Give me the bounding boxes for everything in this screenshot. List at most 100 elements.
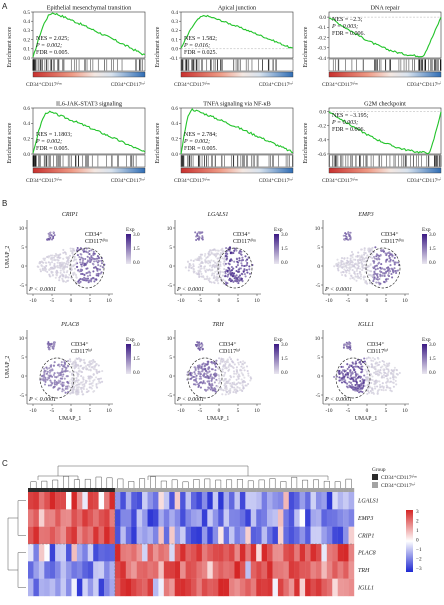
umap-cell xyxy=(244,255,247,258)
umap-cell xyxy=(66,381,69,384)
umap-cell xyxy=(366,373,369,376)
umap-cell xyxy=(357,265,360,268)
umap-cell xyxy=(369,357,372,360)
umap-cell xyxy=(353,270,356,273)
umap-cell xyxy=(393,366,396,369)
umap-cell xyxy=(195,374,198,377)
umap-cell xyxy=(245,365,249,368)
umap-cell xyxy=(59,256,62,259)
group-annotation-cell xyxy=(125,488,132,492)
umap-cell xyxy=(338,379,341,382)
umap-cell xyxy=(190,267,193,270)
umap-cell xyxy=(66,369,69,373)
heatmap-cell xyxy=(326,544,333,562)
umap-cell xyxy=(347,346,350,348)
umap-cell xyxy=(344,379,347,382)
umap-cell xyxy=(343,375,346,378)
umap-cell xyxy=(389,264,392,267)
umap-cell xyxy=(200,377,203,380)
umap-cell xyxy=(200,272,203,275)
umap-cell xyxy=(365,357,368,360)
umap-cell xyxy=(389,253,392,256)
umap-cell xyxy=(51,238,53,241)
heatmap-cell xyxy=(44,578,50,597)
umap-cell xyxy=(241,389,244,393)
fdr-value: FDR = 0.005. xyxy=(36,146,70,152)
umap-cell xyxy=(233,260,236,263)
umap-cell xyxy=(238,279,241,282)
umap-cell xyxy=(345,261,348,264)
umap-cell xyxy=(227,273,230,276)
umap-cell xyxy=(236,358,239,361)
y-axis-label: Enrichment score xyxy=(7,26,13,67)
umap-cell xyxy=(63,377,66,380)
heatmap-cell xyxy=(277,492,284,510)
group-legend-label: CD34⁺CD117ᵈⁱᵐ xyxy=(381,474,417,481)
umap-cell xyxy=(359,390,362,393)
umap-cell xyxy=(350,383,354,386)
y-tick-label: 10 xyxy=(19,226,25,232)
umap-cell xyxy=(393,375,396,378)
umap-pvalue: P < 0.0001 xyxy=(324,397,352,403)
umap-cell xyxy=(192,259,195,262)
umap-cell xyxy=(365,370,368,373)
umap-cell xyxy=(196,366,199,369)
heatmap-cell xyxy=(305,509,311,527)
umap-gene-title: IGLL1 xyxy=(357,322,374,328)
umap-cell xyxy=(215,262,218,265)
umap-cell xyxy=(380,249,383,252)
cluster-outline xyxy=(39,357,75,399)
umap-cell xyxy=(346,257,349,260)
umap-cell xyxy=(74,359,77,362)
heatmap-cell xyxy=(191,544,197,562)
heatmap-cell xyxy=(33,509,40,527)
umap-cell xyxy=(204,252,207,256)
umap-cell xyxy=(73,367,76,370)
umap-cell xyxy=(58,365,61,368)
umap-cell xyxy=(388,256,391,260)
umap-cell xyxy=(333,375,336,378)
exp-scale-tick: 1.5 xyxy=(133,356,140,362)
panel-letter-b: B xyxy=(2,199,7,208)
umap-cell xyxy=(238,382,241,385)
umap-cell xyxy=(385,259,388,262)
heatmap-cell xyxy=(33,561,40,579)
umap-cell xyxy=(59,261,62,264)
umap-cell xyxy=(345,271,348,274)
umap-cell xyxy=(81,277,84,281)
umap-cell xyxy=(53,375,56,378)
heatmap-cell xyxy=(185,492,192,510)
heatmap-cell xyxy=(142,526,148,545)
exp-scale-tick: 3.0 xyxy=(429,342,436,348)
heatmap-cell xyxy=(147,544,154,562)
umap-cell xyxy=(44,261,47,264)
x-tick-label: 5 xyxy=(89,408,92,414)
heatmap-cell xyxy=(76,578,83,597)
umap-cell xyxy=(376,392,379,396)
heatmap-cell xyxy=(33,492,40,510)
heatmap-cell xyxy=(212,544,219,562)
umap-cell xyxy=(61,367,64,370)
umap-cell xyxy=(228,378,231,381)
heatmap-cell xyxy=(180,561,186,579)
umap-cell xyxy=(223,373,226,376)
heatmap-cell xyxy=(169,509,175,527)
umap-cell xyxy=(71,377,74,380)
heatmap-cell xyxy=(315,544,322,562)
heatmap-cell xyxy=(288,492,295,510)
umap-cell xyxy=(385,367,388,371)
enrichment-curve xyxy=(328,111,442,155)
umap-cell xyxy=(338,376,341,379)
heatmap-cell xyxy=(185,561,192,579)
heatmap-cell xyxy=(185,526,192,545)
umap-cell xyxy=(80,375,83,378)
heatmap-cell xyxy=(60,492,67,510)
umap-cell xyxy=(347,231,350,234)
umap-cell xyxy=(88,383,91,386)
umap-cell xyxy=(77,386,81,389)
umap-cell xyxy=(240,264,244,267)
umap-cell xyxy=(342,262,345,265)
umap-cell xyxy=(46,238,49,241)
umap-cell xyxy=(346,363,349,366)
heatmap-cell xyxy=(163,526,170,545)
